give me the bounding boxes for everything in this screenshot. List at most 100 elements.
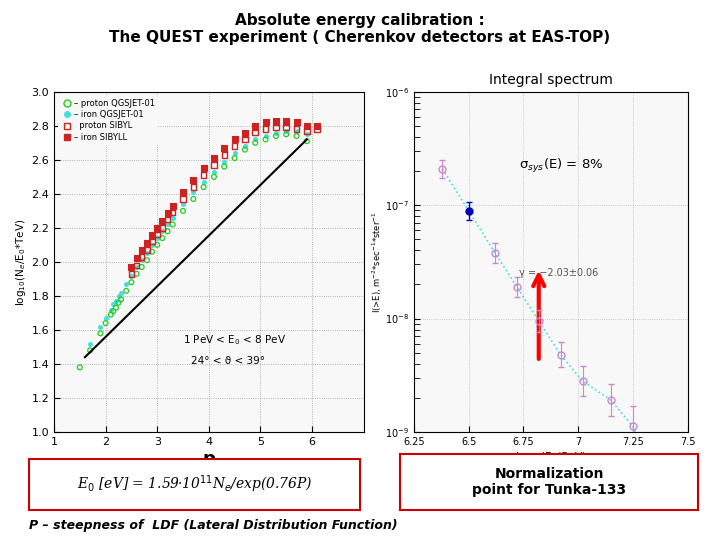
- Point: [281, 130, 292, 139]
- Point: [105, 305, 117, 314]
- Text: P – steepness of  LDF (Lateral Distribution Function): P – steepness of LDF (Lateral Distributi…: [29, 519, 397, 532]
- Point: [239, 145, 251, 154]
- Point: [291, 132, 302, 140]
- Point: [110, 296, 122, 305]
- Point: [219, 163, 230, 171]
- Point: [126, 269, 138, 278]
- Point: [167, 208, 179, 217]
- Text: Absolute energy calibration :: Absolute energy calibration :: [235, 14, 485, 29]
- X-axis label: log$_{10}$(E$_0$/GeV): log$_{10}$(E$_0$/GeV): [516, 450, 586, 464]
- Point: [120, 287, 132, 295]
- Point: [291, 118, 302, 127]
- Point: [146, 247, 158, 256]
- Point: [100, 319, 112, 327]
- Text: Integral spectrum: Integral spectrum: [489, 73, 613, 87]
- Point: [198, 171, 210, 179]
- Point: [281, 117, 292, 125]
- Text: Normalization
point for Tunka-133: Normalization point for Tunka-133: [472, 467, 626, 497]
- Point: [239, 129, 251, 137]
- Point: [131, 262, 143, 271]
- Point: [250, 122, 261, 130]
- Point: [95, 322, 107, 331]
- Point: [291, 126, 302, 135]
- Text: 1 PeV < E$_0$ < 8 PeV: 1 PeV < E$_0$ < 8 PeV: [183, 334, 287, 347]
- Point: [208, 154, 220, 163]
- Point: [136, 262, 148, 271]
- Point: [84, 339, 96, 348]
- Point: [281, 126, 292, 135]
- Point: [311, 122, 323, 130]
- Point: [115, 295, 127, 303]
- Point: [162, 220, 174, 229]
- Point: [126, 278, 138, 287]
- Point: [141, 239, 153, 247]
- Point: [167, 201, 179, 210]
- Point: [131, 269, 143, 278]
- Point: [270, 123, 282, 132]
- Point: [162, 215, 174, 224]
- Point: [239, 135, 251, 144]
- Point: [74, 363, 86, 372]
- Point: [113, 292, 125, 300]
- Point: [177, 194, 189, 203]
- Point: [162, 227, 174, 235]
- Point: [270, 129, 282, 137]
- Point: [208, 172, 220, 181]
- Point: [151, 231, 163, 239]
- Point: [229, 142, 240, 151]
- Point: [177, 206, 189, 215]
- Point: [162, 208, 174, 217]
- Point: [100, 314, 112, 322]
- Text: 24° < ϑ < 39°: 24° < ϑ < 39°: [191, 356, 265, 366]
- Point: [281, 123, 292, 132]
- Point: [157, 234, 168, 242]
- Point: [141, 256, 153, 265]
- Point: [151, 240, 163, 249]
- Point: [229, 135, 240, 144]
- Point: [270, 117, 282, 125]
- Point: [270, 132, 282, 140]
- Point: [219, 144, 230, 152]
- Point: [250, 129, 261, 137]
- Point: [136, 246, 148, 254]
- Point: [110, 303, 122, 312]
- Point: [198, 183, 210, 191]
- Point: [187, 183, 199, 191]
- Point: [301, 126, 312, 135]
- Point: [115, 288, 127, 297]
- Point: [105, 310, 117, 319]
- Point: [157, 217, 168, 225]
- Point: [291, 125, 302, 133]
- Point: [198, 178, 210, 186]
- Point: [131, 254, 143, 263]
- Point: [107, 300, 119, 309]
- Point: [250, 135, 261, 144]
- Point: [301, 122, 312, 130]
- Point: [151, 234, 163, 242]
- Point: [126, 262, 138, 271]
- Point: [177, 200, 189, 208]
- Legend: – proton QGSJET-01, – iron QGSJET-01,   proton SIBYL, – iron SIBYLL: – proton QGSJET-01, – iron QGSJET-01, pr…: [58, 96, 158, 145]
- Point: [219, 151, 230, 159]
- Point: [208, 160, 220, 169]
- Point: [157, 227, 168, 235]
- Point: [84, 346, 96, 355]
- Point: [187, 188, 199, 197]
- Point: [260, 135, 271, 144]
- Text: The QUEST experiment ( Cherenkov detectors at EAS-TOP): The QUEST experiment ( Cherenkov detecto…: [109, 30, 611, 45]
- Point: [311, 125, 323, 133]
- Point: [198, 164, 210, 173]
- Point: [260, 125, 271, 133]
- Text: σ$_{sys}$(E) = 8%: σ$_{sys}$(E) = 8%: [519, 157, 603, 175]
- Point: [229, 148, 240, 157]
- Point: [146, 231, 158, 239]
- Point: [167, 220, 179, 229]
- X-axis label: p: p: [202, 450, 215, 468]
- Point: [187, 194, 199, 203]
- Point: [260, 132, 271, 140]
- Point: [177, 188, 189, 197]
- Point: [301, 137, 312, 145]
- Point: [260, 118, 271, 127]
- Point: [219, 157, 230, 166]
- Point: [113, 299, 125, 307]
